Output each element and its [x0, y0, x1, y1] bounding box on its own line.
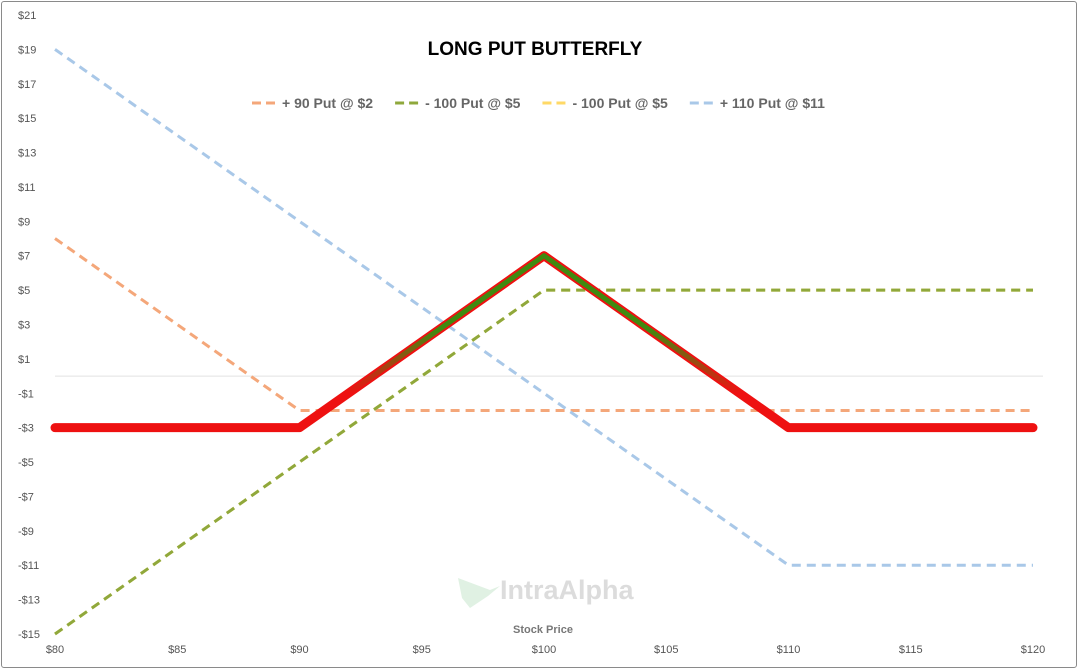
x-tick-label: $95	[413, 644, 431, 656]
y-tick-label: -$11	[18, 560, 39, 572]
y-tick-label: $11	[18, 182, 36, 194]
x-tick-label: $110	[777, 644, 801, 656]
y-tick-label: -$5	[18, 457, 34, 469]
y-tick-label: -$3	[18, 423, 34, 435]
y-tick-label: -$1	[18, 388, 34, 400]
y-tick-label: $19	[18, 44, 36, 56]
x-tick-label: $100	[532, 644, 556, 656]
y-tick-label: -$15	[18, 629, 40, 641]
legend-entry: + 110 Put @ $11	[720, 95, 825, 111]
legend-entry: - 100 Put @ $5	[572, 95, 668, 111]
y-tick-label: $5	[18, 285, 30, 297]
x-tick-label: $105	[654, 644, 678, 656]
watermark-logo: IntraAlpha	[458, 575, 634, 608]
series-line-1	[54, 288, 1033, 636]
y-tick-label: $17	[18, 79, 36, 91]
legend-entry: - 100 Put @ $5	[425, 95, 521, 111]
series-group	[54, 48, 1033, 636]
y-tick-label: -$13	[18, 595, 40, 607]
series-line-3	[54, 48, 1033, 567]
y-tick-label: $13	[18, 148, 36, 160]
y-tick-label: $7	[18, 251, 30, 263]
x-tick-label: $80	[46, 644, 64, 656]
net-payoff-group	[50, 251, 1038, 433]
chart-title: LONG PUT BUTTERFLY	[428, 39, 643, 60]
x-axis: $80 $85 $90 $95 $100 $105 $110 $115 $120	[46, 644, 1045, 656]
legend-entry: + 90 Put @ $2	[282, 95, 373, 111]
x-tick-label: $90	[290, 644, 308, 656]
y-tick-label: $9	[18, 216, 30, 228]
y-tick-label: $15	[18, 113, 36, 125]
y-tick-label: -$7	[18, 491, 34, 503]
net-payoff-line	[50, 251, 1038, 433]
legend: + 90 Put @ $2 - 100 Put @ $5 - 100 Put @ $…	[252, 95, 825, 111]
net-payoff-profit-line	[55, 253, 1033, 431]
y-tick-label: $3	[18, 320, 30, 332]
x-tick-label: $85	[168, 644, 186, 656]
x-axis-label: Stock Price	[513, 624, 573, 636]
series-line-0	[54, 237, 1033, 412]
y-tick-label: $1	[18, 354, 30, 366]
y-axis: -$15 -$13 -$11 -$9 -$7 -$5 -$3 -$1 $1 $3 $5 $7 $9 $11…	[18, 10, 40, 641]
y-tick-label: $21	[18, 10, 36, 22]
y-tick-label: -$9	[18, 526, 34, 538]
x-tick-label: $115	[899, 644, 923, 656]
watermark-text: IntraAlpha	[500, 575, 634, 605]
x-tick-label: $120	[1021, 644, 1045, 656]
